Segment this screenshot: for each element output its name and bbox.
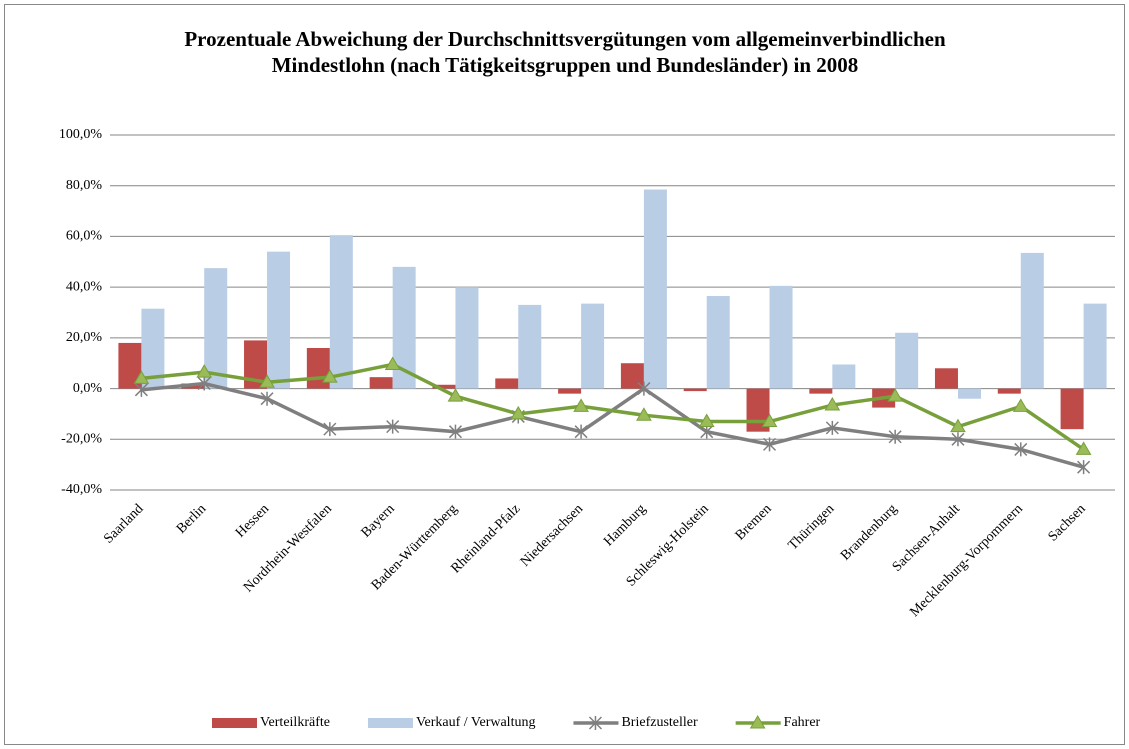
triangle-marker [1075,441,1092,455]
bar [769,285,793,389]
bar [620,363,644,389]
bar [832,364,856,389]
star-marker [637,381,651,396]
bar [495,378,519,389]
bar [141,308,165,389]
bar [558,388,582,394]
y-tick-label: -20,0% [61,432,102,447]
bar [329,235,353,389]
y-tick-label: 100,0% [59,127,103,142]
triangle-marker [1012,398,1029,412]
bar [455,287,479,389]
triangle-marker [196,364,213,378]
star-marker [260,391,274,406]
star-marker [386,419,400,434]
star-marker [951,432,965,447]
legend-label: Verteilkräfte [260,715,330,730]
y-tick-label: 80,0% [66,178,103,193]
bar [997,388,1021,394]
star-marker [1077,460,1091,475]
triangle-marker [636,407,652,421]
star-marker [323,422,337,437]
triangle-marker [887,388,904,402]
legend-label: Verkauf / Verwaltung [416,715,536,730]
bar [809,388,833,394]
chart-title: Prozentuale Abweichung der Durchschnitts… [184,27,946,77]
triangle-marker [950,418,966,433]
legend-marker [588,716,602,730]
triangle-marker [573,398,589,412]
bar [369,377,393,389]
bar [706,296,730,389]
bar [1060,388,1084,430]
bar [643,189,667,389]
star-marker [197,376,211,391]
y-tick-label: 60,0% [66,229,103,244]
legend-label: Briefzusteller [621,715,698,730]
triangle-marker [510,405,527,420]
bar [392,266,416,389]
star-marker [1014,442,1028,457]
triangle-marker [321,369,338,383]
star-marker [763,437,777,452]
star-marker [825,420,839,435]
triangle-marker [259,374,275,388]
bar [118,342,142,389]
legend-marker [749,715,766,729]
bar [267,251,291,389]
star-marker [588,716,602,730]
triangle-marker [133,370,150,384]
bar [432,384,456,389]
bar [934,368,958,389]
bar [1020,252,1044,389]
legend-label: Fahrer [784,715,821,730]
bar [683,388,707,392]
bar [957,388,981,399]
triangle-marker [761,413,778,428]
star-marker [888,429,902,444]
y-tick-label: 0,0% [73,381,103,396]
legend-swatch [367,718,413,728]
bar [1083,303,1107,389]
y-tick-label: 20,0% [66,330,103,345]
star-marker [448,424,462,439]
triangle-marker [824,397,841,411]
star-marker [574,424,588,439]
legend-swatch [212,718,257,728]
triangle-marker [447,388,464,402]
bar [518,304,542,389]
bar [581,303,605,389]
bar [244,340,268,389]
line [141,362,1085,451]
bar [204,268,228,389]
triangle-marker [698,413,715,428]
star-marker [134,382,148,397]
y-tick-label: -40,0% [61,482,102,497]
triangle-marker [749,715,766,729]
triangle-marker [384,356,401,370]
y-tick-label: 40,0% [66,279,103,294]
bar [895,332,919,389]
